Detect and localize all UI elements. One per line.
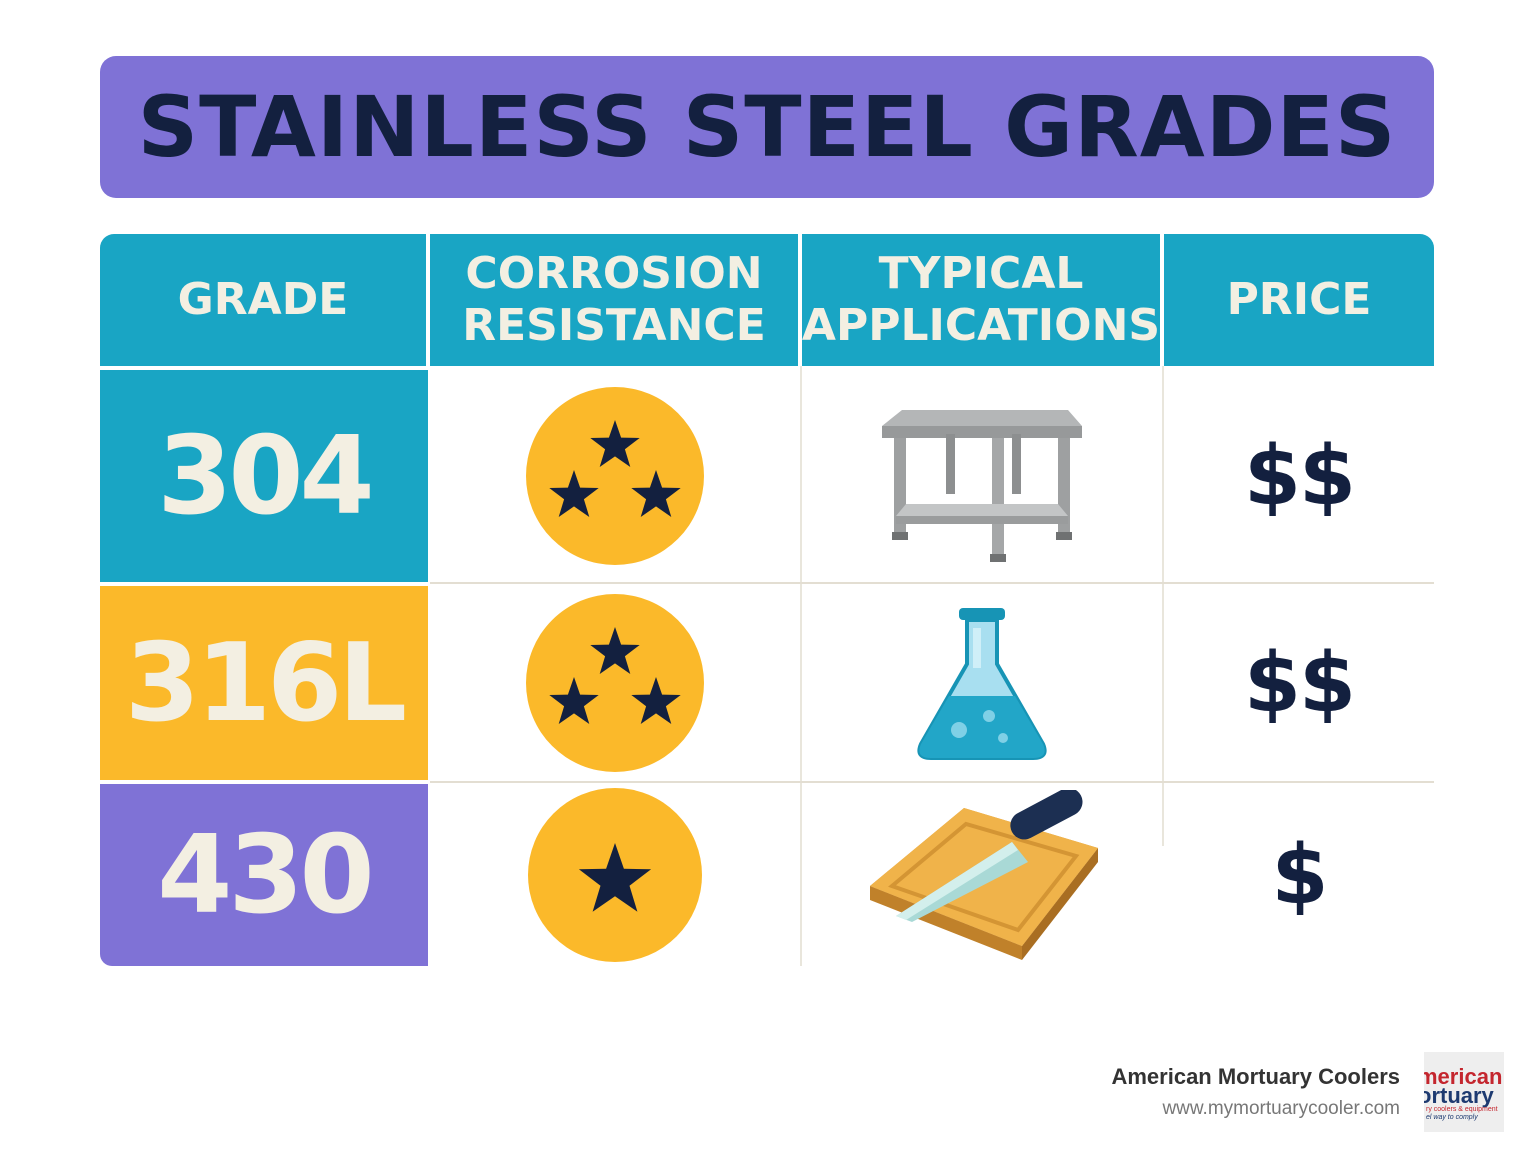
corrosion-rating-430 (430, 784, 800, 966)
application-316l (802, 586, 1162, 780)
knife-cutting-board-icon (870, 790, 1098, 960)
grades-table: GRADE CORROSION RESISTANCE TYPICAL APPLI… (100, 234, 1434, 966)
lab-flask-icon (917, 608, 1047, 760)
column-divider (800, 366, 802, 966)
header-applications-line2: APPLICATIONS (801, 300, 1161, 351)
corrosion-rating-304 (430, 370, 800, 582)
price-430: $ (1271, 827, 1328, 923)
grade-cell-316l: 316L (100, 586, 428, 780)
header-price: PRICE (1164, 234, 1434, 366)
logo-text-line1: merican (1424, 1064, 1503, 1089)
grade-cell-304: 304 (100, 370, 428, 582)
logo-text-line4: el way to comply (1426, 1114, 1478, 1121)
application-304 (802, 370, 1162, 582)
company-logo: merican ortuary ry coolers & equipment e… (1424, 1052, 1504, 1132)
grade-cell-430: 430 (100, 784, 428, 966)
logo-text-line3: ry coolers & equipment (1426, 1106, 1498, 1113)
price-304: $$ (1243, 428, 1356, 524)
row-divider (430, 781, 1434, 783)
three-stars-icon (526, 387, 704, 565)
logo-text-line2: ortuary (1424, 1083, 1494, 1108)
steel-table-icon (882, 410, 1082, 562)
three-stars-icon (526, 594, 704, 772)
column-divider (1162, 366, 1164, 846)
header-applications-line1: TYPICAL (878, 248, 1084, 299)
application-430 (802, 784, 1162, 966)
company-url: www.mymortuarycooler.com (1162, 1098, 1400, 1119)
company-name: American Mortuary Coolers (1111, 1064, 1400, 1089)
page-title: STAINLESS STEEL GRADES (137, 78, 1397, 176)
header-corrosion-line1: CORROSION (465, 248, 763, 299)
header-corrosion-line2: RESISTANCE (462, 300, 766, 351)
header-corrosion: CORROSION RESISTANCE (430, 234, 798, 366)
one-star-icon (528, 788, 702, 962)
header-grade: GRADE (100, 234, 426, 366)
corrosion-rating-316l (430, 586, 800, 780)
header-applications: TYPICAL APPLICATIONS (802, 234, 1160, 366)
price-316l: $$ (1243, 635, 1356, 731)
row-divider (430, 582, 1434, 584)
title-banner: STAINLESS STEEL GRADES (100, 56, 1434, 198)
